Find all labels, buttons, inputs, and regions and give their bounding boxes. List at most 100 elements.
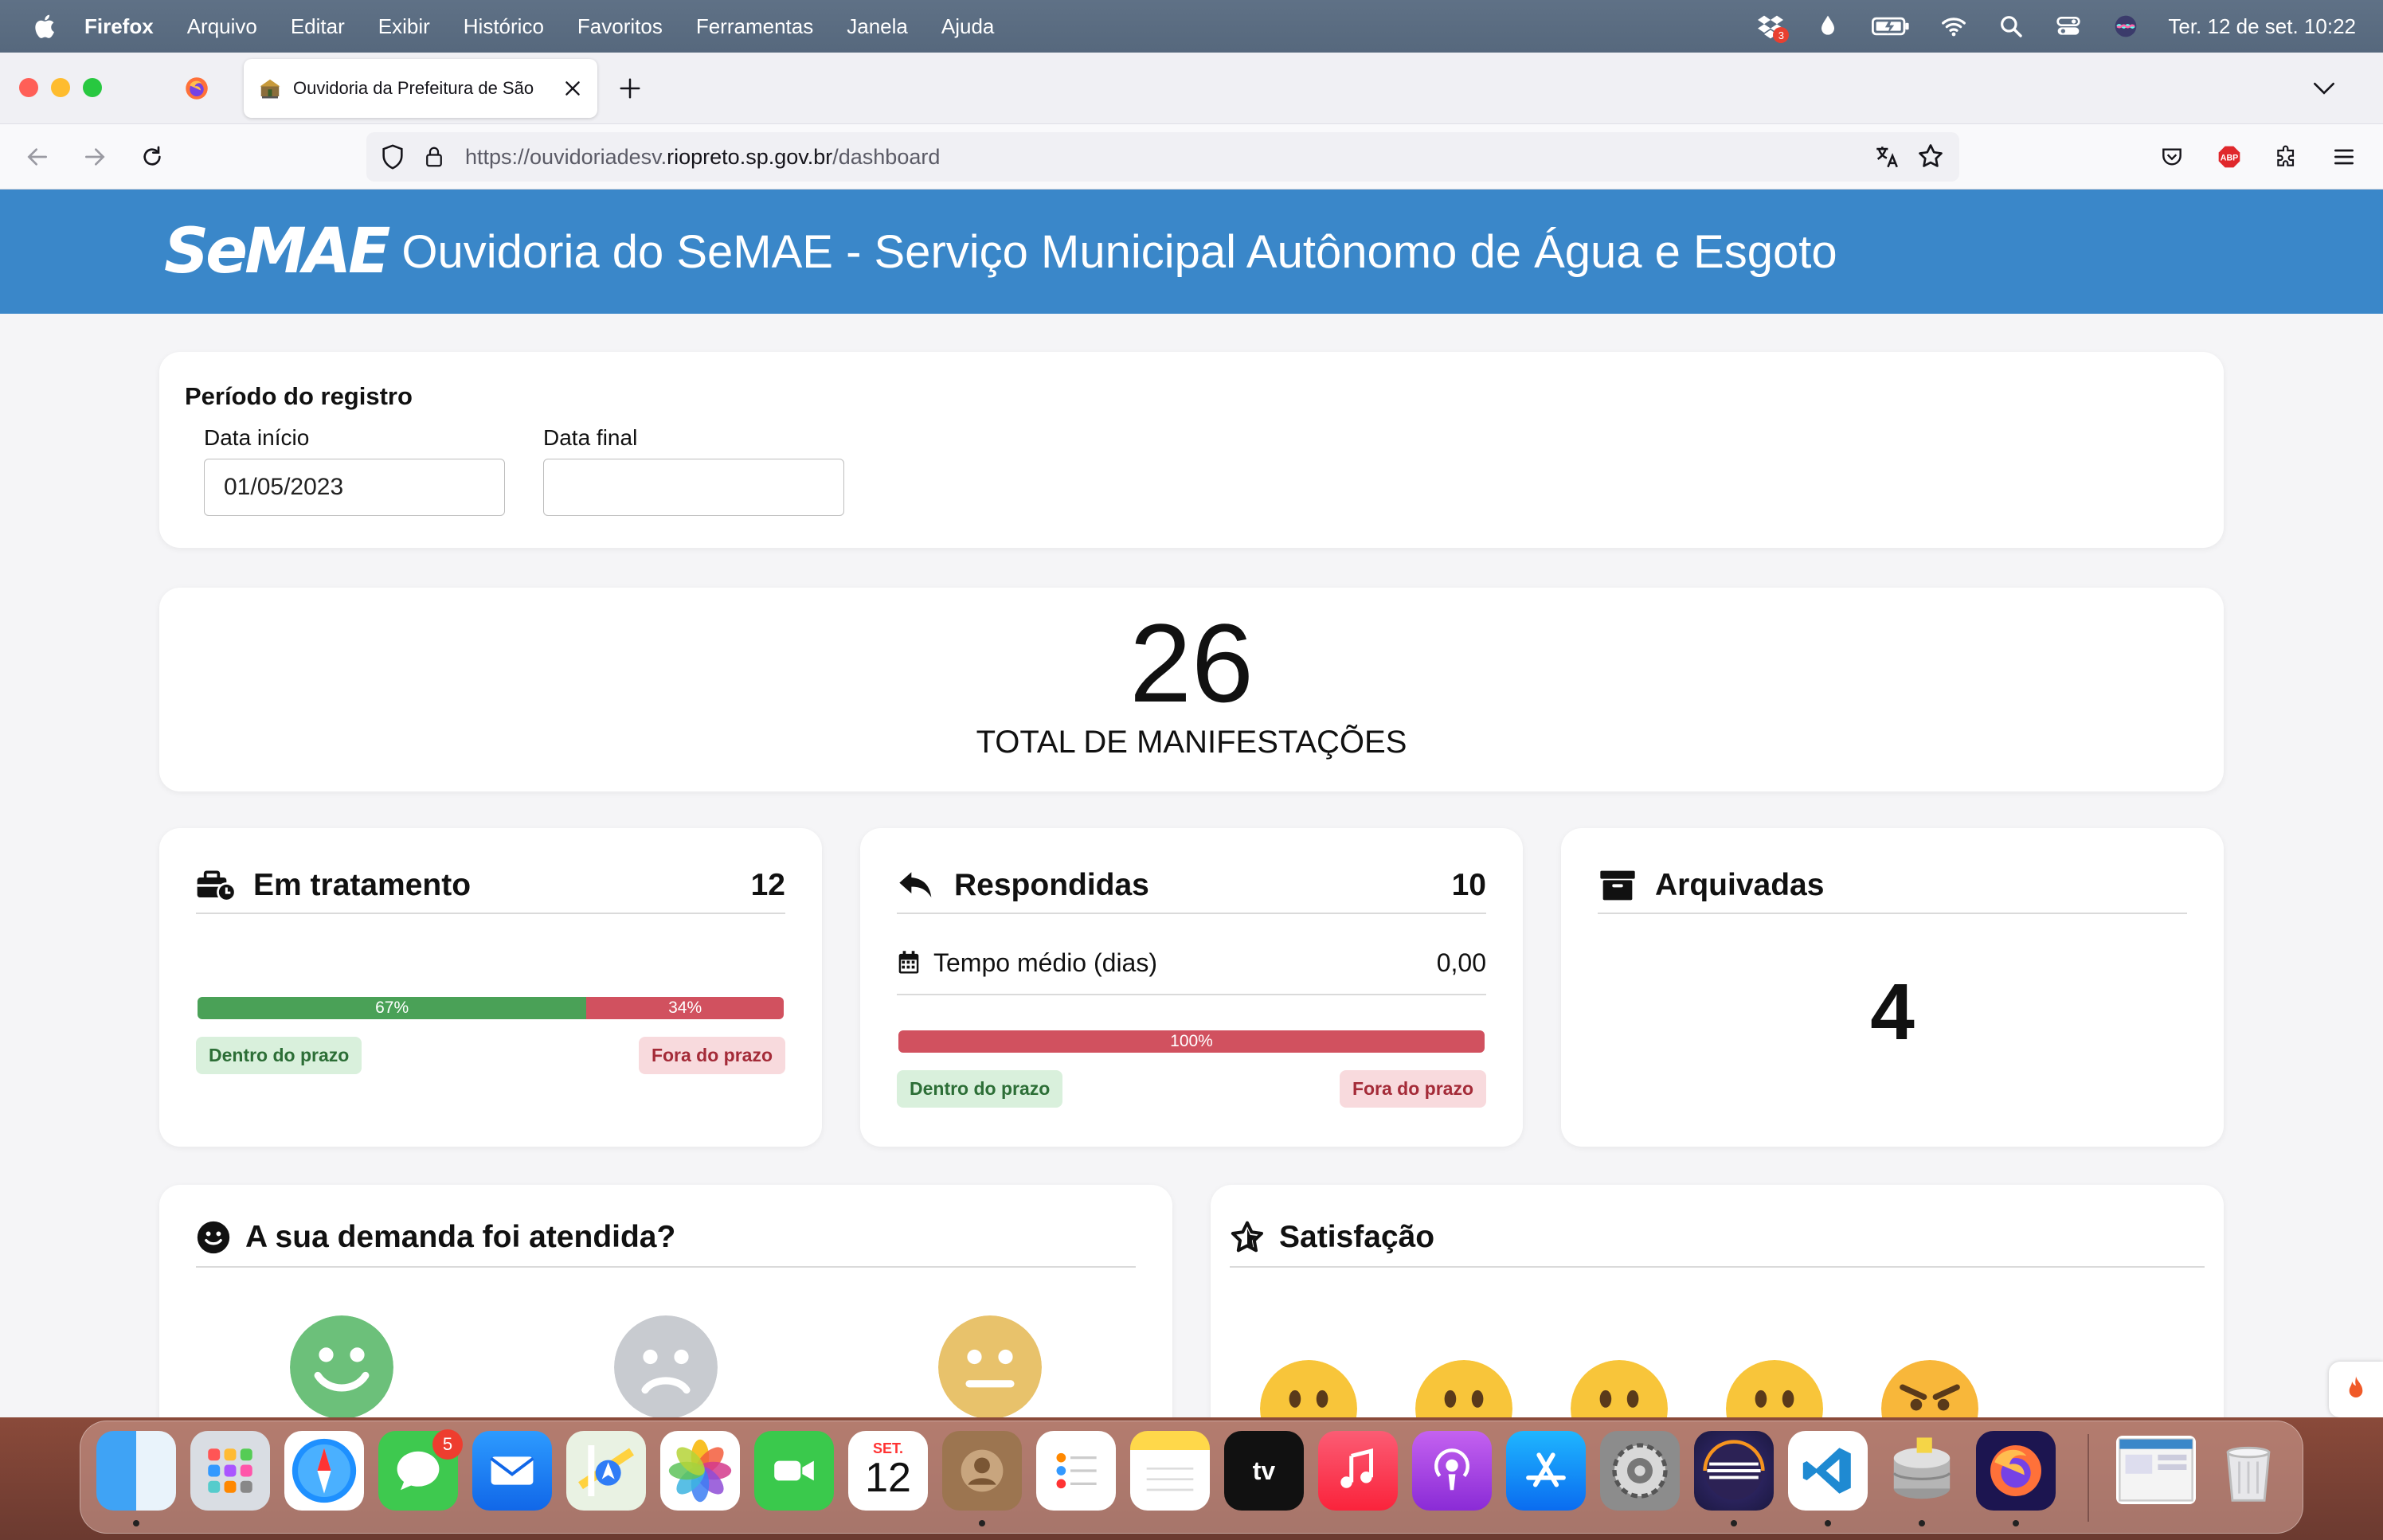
system-settings-icon[interactable] <box>1600 1431 1680 1511</box>
arquivadas-title: Arquivadas <box>1655 868 1825 902</box>
semae-logo[interactable]: SeMAE <box>164 216 390 287</box>
dock-separator <box>2088 1434 2089 1522</box>
period-filter-card: Período do registro Data início Data fin… <box>159 352 2224 548</box>
new-tab-icon[interactable] <box>618 76 642 100</box>
briefcase-clock-icon <box>196 868 237 903</box>
tracking-protection-shield-icon[interactable] <box>379 143 406 170</box>
database-tool-icon[interactable] <box>1882 1431 1962 1511</box>
battery-icon[interactable] <box>1870 11 1911 41</box>
site-title: Ouvidoria do SeMAE - Serviço Municipal A… <box>401 225 1837 278</box>
calendar-icon[interactable]: SET. 12 <box>848 1431 928 1511</box>
within-deadline-badge: Dentro do prazo <box>897 1070 1063 1108</box>
menu-janela[interactable]: Janela <box>847 14 908 38</box>
reminders-icon[interactable] <box>1036 1431 1116 1511</box>
messages-badge: 5 <box>432 1429 463 1460</box>
close-tab-icon[interactable] <box>562 78 583 99</box>
window-close-button[interactable] <box>19 78 38 97</box>
firefox-dock-icon[interactable] <box>1976 1431 2056 1511</box>
url-text[interactable]: https://ouvidoriadesv.riopreto.sp.gov.br… <box>465 144 941 169</box>
siri-icon[interactable] <box>2111 11 2141 41</box>
lock-icon[interactable] <box>422 143 446 170</box>
period-title: Período do registro <box>185 382 413 410</box>
svg-text:ABP: ABP <box>2221 154 2239 163</box>
macos-menubar: Firefox Arquivo Editar Exibir Histórico … <box>0 0 2383 53</box>
apple-menu-icon[interactable] <box>30 10 57 42</box>
list-all-tabs-chevron-icon[interactable] <box>2313 80 2335 97</box>
start-date-label: Data início <box>204 425 310 450</box>
outside-deadline-badge: Fora do prazo <box>1339 1070 1486 1108</box>
safari-icon[interactable] <box>284 1431 364 1511</box>
forward-button[interactable] <box>80 142 110 172</box>
menu-exibir[interactable]: Exibir <box>378 14 430 38</box>
browser-tab-bar: Ouvidoria da Prefeitura de São <box>0 53 2383 124</box>
happy-face-icon[interactable] <box>290 1315 393 1417</box>
photos-icon[interactable] <box>660 1431 740 1511</box>
total-manifestacoes-card: 26 TOTAL DE MANIFESTAÇÕES <box>159 588 2224 791</box>
em-tratamento-title: Em tratamento <box>253 868 472 902</box>
total-label: TOTAL DE MANIFESTAÇÕES <box>976 725 1407 760</box>
vscode-icon[interactable] <box>1788 1431 1868 1511</box>
extensions-puzzle-icon[interactable] <box>2271 142 2302 172</box>
sad-face-icon[interactable] <box>614 1315 718 1417</box>
tab-title: Ouvidoria da Prefeitura de São <box>293 78 534 98</box>
app-store-icon[interactable] <box>1506 1431 1586 1511</box>
flame-icon <box>2349 1376 2363 1397</box>
music-icon[interactable] <box>1318 1431 1398 1511</box>
menu-ajuda[interactable]: Ajuda <box>941 14 995 38</box>
emoji-face-3-icon[interactable] <box>1571 1360 1668 1417</box>
satisfacao-card: Satisfação <box>1211 1185 2224 1417</box>
emoji-angry-face-icon[interactable] <box>1881 1360 1978 1417</box>
menu-editar[interactable]: Editar <box>290 14 345 38</box>
bookmark-star-icon[interactable] <box>1916 142 1945 170</box>
facetime-icon[interactable] <box>754 1431 834 1511</box>
window-minimize-button[interactable] <box>51 78 70 97</box>
eclipse-ide-icon[interactable] <box>1694 1431 1774 1511</box>
adblock-plus-icon[interactable]: ABP <box>2214 142 2244 172</box>
archive-box-icon <box>1598 868 1639 903</box>
maps-icon[interactable] <box>566 1431 646 1511</box>
tab-ouvidoria[interactable]: Ouvidoria da Prefeitura de São <box>244 59 597 118</box>
apple-tv-icon[interactable]: tv <box>1224 1431 1304 1511</box>
wifi-icon[interactable] <box>1939 11 1969 41</box>
tempo-medio-row: Tempo médio (dias) 0,00 <box>897 932 1486 995</box>
menu-favoritos[interactable]: Favoritos <box>577 14 663 38</box>
minimized-window-thumbnail[interactable] <box>2116 1436 2196 1504</box>
contacts-icon[interactable] <box>942 1431 1022 1511</box>
flame-widget-button[interactable] <box>2329 1362 2383 1417</box>
trash-icon[interactable] <box>2209 1431 2288 1511</box>
hamburger-menu-icon[interactable] <box>2329 142 2359 172</box>
satisfacao-title: Satisfação <box>1279 1220 1435 1254</box>
neutral-face-icon[interactable] <box>938 1315 1042 1417</box>
firefox-view-icon[interactable] <box>185 76 209 100</box>
mail-icon[interactable] <box>472 1431 552 1511</box>
droplet-icon[interactable] <box>1813 11 1843 41</box>
pocket-icon[interactable] <box>2157 142 2187 172</box>
window-zoom-button[interactable] <box>83 78 102 97</box>
messages-icon[interactable]: 5 <box>378 1429 463 1511</box>
app-name-menu[interactable]: Firefox <box>84 14 154 38</box>
menu-ferramentas[interactable]: Ferramentas <box>695 14 814 38</box>
em-tratamento-count: 12 <box>750 868 785 902</box>
back-button[interactable] <box>22 142 53 172</box>
translate-icon[interactable] <box>1873 143 1900 170</box>
reload-button[interactable] <box>137 142 167 172</box>
em-tratamento-progress-bar: 67% 34% <box>198 997 784 1019</box>
url-bar[interactable]: https://ouvidoriadesv.riopreto.sp.gov.br… <box>366 132 1959 182</box>
menubar-clock[interactable]: Ter. 12 de set. 10:22 <box>2168 14 2356 38</box>
emoji-face-1-icon[interactable] <box>1260 1360 1357 1417</box>
notes-icon[interactable] <box>1130 1431 1210 1511</box>
control-center-icon[interactable] <box>2053 11 2084 41</box>
end-date-input[interactable] <box>543 459 844 516</box>
podcasts-icon[interactable] <box>1412 1431 1492 1511</box>
dropbox-icon[interactable]: 3 <box>1755 11 1790 43</box>
emoji-face-2-icon[interactable] <box>1415 1360 1512 1417</box>
macos-dock: 5 SET. 12 tv <box>80 1421 2303 1534</box>
prefeitura-favicon-icon <box>260 79 280 99</box>
launchpad-icon[interactable] <box>190 1431 270 1511</box>
finder-icon[interactable] <box>96 1431 176 1511</box>
menu-arquivo[interactable]: Arquivo <box>186 14 257 38</box>
emoji-face-4-icon[interactable] <box>1726 1360 1823 1417</box>
start-date-input[interactable] <box>204 459 505 516</box>
spotlight-search-icon[interactable] <box>1996 11 2026 41</box>
menu-historico[interactable]: Histórico <box>463 14 544 38</box>
